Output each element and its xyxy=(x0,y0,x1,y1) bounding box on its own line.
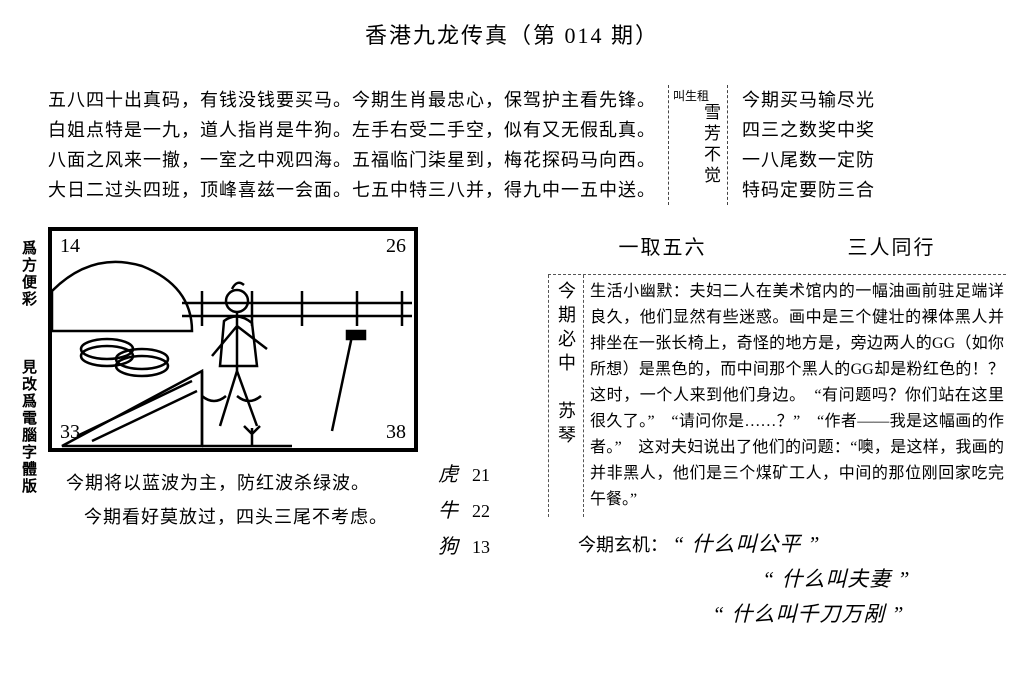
story-wrap: 今期必中 苏琴 生活小幽默：夫妇二人在美术馆内的一幅油画前驻足端详良久，他们显然… xyxy=(548,274,1006,517)
right-lower: 一取五六 三人同行 今期必中 苏琴 生活小幽默：夫妇二人在美术馆内的一幅油画前驻… xyxy=(548,227,1024,632)
zodiac-num: 21 xyxy=(472,457,490,493)
sub-headings: 一取五六 三人同行 xyxy=(548,231,1006,260)
illustration-frame: 14 26 33 38 xyxy=(48,227,418,452)
story-label: 今期必中 苏琴 xyxy=(548,275,584,517)
right-line: 四三之数奖中奖 xyxy=(742,115,996,145)
mid-column: 叫生租 雪芳不觉 xyxy=(668,85,728,205)
zodiac-char: 狗 xyxy=(438,529,472,565)
zodiac-num: 22 xyxy=(472,493,490,529)
corner-br: 38 xyxy=(386,421,406,444)
xuanji-label: 今期玄机： xyxy=(578,535,668,555)
corner-tr: 26 xyxy=(386,235,406,258)
sub-heading: 一取五六 xyxy=(619,231,707,260)
mid-header: 叫生租 xyxy=(673,85,709,107)
left-vertical-text: 爲方便彩 見改爲電腦字體版 xyxy=(18,240,39,500)
corner-tl: 14 xyxy=(60,235,80,258)
xuanji-line: 什么叫千刀万剐 xyxy=(713,602,905,626)
mid-vertical: 雪芳不觉 xyxy=(701,103,720,187)
page-title: 香港九龙传真（第 014 期） xyxy=(0,0,1024,50)
xuanji-line: 什么叫夫妻 xyxy=(763,567,911,591)
xuanji-block: 今期玄机： 什么叫公平 什么叫夫妻 什么叫千刀万剐 xyxy=(548,527,1006,632)
lower-section: 14 26 33 38 xyxy=(0,227,1024,632)
right-lines: 今期买马输尽光 四三之数奖中奖 一八尾数一定防 特码定要防三合 xyxy=(728,85,996,205)
top-section: 五八四十出真码，有钱没钱要买马。今期生肖最忠心，保驾护主看先锋。 白姐点特是一九… xyxy=(0,85,1024,205)
story-text: 生活小幽默：夫妇二人在美术馆内的一幅油画前驻足端详良久，他们显然有些迷惑。画中是… xyxy=(584,275,1006,517)
zodiac-char: 虎 xyxy=(438,457,472,493)
right-line: 今期买马输尽光 xyxy=(742,85,996,115)
right-line: 特码定要防三合 xyxy=(742,175,996,205)
corner-bl: 33 xyxy=(60,421,80,444)
after-pic-text: 今期将以蓝波为主，防红波杀绿波。 今期看好莫放过，四头三尾不考虑。 xyxy=(48,466,438,534)
zodiac-column: 虎 21 牛 22 狗 13 xyxy=(438,227,548,632)
verse-line: 五八四十出真码，有钱没钱要买马。今期生肖最忠心，保驾护主看先锋。 xyxy=(48,85,668,115)
zodiac-num: 13 xyxy=(472,529,490,565)
after-pic-line: 今期将以蓝波为主，防红波杀绿波。 xyxy=(66,466,438,500)
right-line: 一八尾数一定防 xyxy=(742,145,996,175)
verse-block: 五八四十出真码，有钱没钱要买马。今期生肖最忠心，保驾护主看先锋。 白姐点特是一九… xyxy=(48,85,668,205)
xuanji-line: 什么叫公平 xyxy=(673,532,821,556)
sub-heading: 三人同行 xyxy=(848,231,936,260)
after-pic-line: 今期看好莫放过，四头三尾不考虑。 xyxy=(66,500,438,534)
zodiac-char: 牛 xyxy=(438,493,472,529)
zodiac-row: 牛 22 xyxy=(438,493,548,529)
illustration-svg xyxy=(52,231,422,456)
verse-line: 八面之风来一撤，一室之中观四海。五福临门柒星到，梅花探码马向西。 xyxy=(48,145,668,175)
zodiac-row: 虎 21 xyxy=(438,457,548,493)
verse-line: 大日二过头四班，顶峰喜兹一会面。七五中特三八并，得九中一五中送。 xyxy=(48,175,668,205)
zodiac-row: 狗 13 xyxy=(438,529,548,565)
picture-column: 14 26 33 38 xyxy=(48,227,438,632)
verse-line: 白姐点特是一九，道人指肖是牛狗。左手右受二手空，似有又无假乱真。 xyxy=(48,115,668,145)
